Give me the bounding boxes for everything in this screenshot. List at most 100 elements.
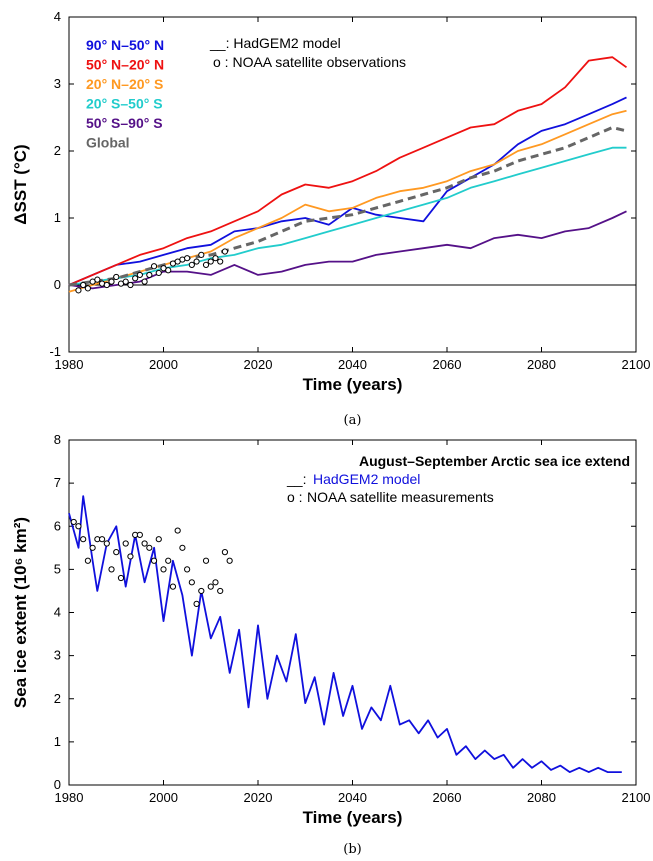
observation-point — [212, 579, 219, 586]
legend-entry-3: 20° S–50° S — [86, 96, 163, 112]
x-tick-label: 2060 — [433, 790, 462, 805]
observation-point — [155, 536, 162, 543]
observation-point — [80, 281, 87, 289]
panel-b-y-ticks: 0 1 2 3 4 5 6 7 8 — [54, 432, 636, 792]
panel-b-y-axis-label: Sea ice extent (10⁶ km²) — [11, 517, 30, 708]
panel-a-x-axis-label: Time (years) — [303, 375, 403, 394]
observation-point — [217, 258, 224, 265]
observation-point — [127, 281, 134, 289]
legend-entry-0: 90° N–50° N — [86, 37, 164, 53]
x-tick-label: 1980 — [55, 790, 84, 805]
panel-a-chart: 1980 2000 2020 2040 2060 2080 2100 -1 0 1 2 3 4 90°… — [11, 9, 650, 428]
observation-point — [146, 271, 153, 279]
observation-point — [202, 557, 210, 564]
observation-point — [84, 285, 92, 292]
y-tick-label: 8 — [54, 432, 61, 447]
panel-a-legend: 90° N–50° N 50° N–20° N 20° N–20° S 20° S–5… — [86, 35, 406, 151]
panel-b-chart: 1980 2000 2020 2040 2060 2080 2100 0 1 2 3 4 5 6 7 8 _… — [11, 432, 650, 857]
observation-point — [165, 557, 172, 564]
panel-b-observations — [70, 518, 233, 607]
y-tick-label: 2 — [54, 143, 61, 158]
panel-b-series — [68, 495, 622, 773]
y-tick-label: 3 — [54, 76, 61, 91]
x-tick-label: 2100 — [622, 790, 651, 805]
y-tick-label: 1 — [54, 734, 61, 749]
series-line-0 — [68, 495, 622, 773]
observation-point — [122, 278, 129, 285]
y-tick-label: 0 — [54, 277, 61, 292]
legend-entry-2: 20° N–20° S — [86, 76, 163, 92]
series-line-1 — [68, 56, 628, 286]
observation-point — [103, 540, 110, 547]
observation-point — [179, 544, 186, 551]
observation-point — [165, 267, 172, 274]
observation-point — [174, 527, 181, 534]
observation-point — [122, 540, 129, 547]
y-tick-label: -1 — [49, 344, 61, 359]
observation-point — [198, 587, 205, 595]
x-tick-label: 2000 — [149, 790, 178, 805]
panel-b-caption: (b) — [343, 842, 361, 857]
observation-point — [136, 531, 143, 538]
observation-point — [89, 544, 96, 551]
observation-point — [113, 549, 120, 556]
x-tick-label: 2020 — [244, 790, 273, 805]
x-tick-label: 2100 — [622, 357, 651, 372]
legend-model: __: HadGEM2 model — [209, 35, 341, 51]
observation-point — [136, 271, 143, 279]
observation-point — [184, 566, 191, 573]
observation-point — [160, 566, 167, 573]
observation-point — [84, 557, 92, 564]
legend-observations: o : NOAA satellite observations — [213, 54, 406, 70]
observation-point — [108, 278, 115, 285]
panel-a-series — [68, 56, 628, 293]
panel-a-x-ticks: 1980 2000 2020 2040 2060 2080 2100 — [55, 17, 651, 372]
observation-point — [70, 518, 77, 526]
observation-point — [212, 255, 219, 262]
observation-point — [221, 248, 229, 255]
x-tick-label: 2080 — [527, 357, 556, 372]
observation-point — [226, 557, 233, 564]
series-line-4 — [68, 210, 627, 290]
panel-b-title: August–September Arctic sea ice extend — [359, 453, 630, 469]
observation-point — [150, 263, 158, 270]
observation-point — [188, 261, 195, 268]
observation-point — [217, 587, 224, 595]
observation-point — [98, 536, 106, 543]
observation-point — [202, 261, 210, 268]
panel-b-x-axis-label: Time (years) — [303, 808, 403, 827]
observation-point — [169, 583, 177, 590]
x-tick-label: 2080 — [527, 790, 556, 805]
observation-point — [75, 523, 82, 530]
observation-point — [207, 258, 214, 265]
observation-point — [184, 255, 191, 262]
observation-point — [113, 273, 120, 281]
observation-point — [108, 566, 115, 573]
series-line-5 — [68, 126, 627, 287]
x-tick-label: 1980 — [55, 357, 84, 372]
panel-a-y-axis-label: ΔSST (°C) — [11, 144, 30, 224]
observation-point — [141, 540, 148, 547]
x-tick-label: 2000 — [149, 357, 178, 372]
observation-point — [150, 557, 158, 564]
legend-model: HadGEM2 model — [313, 471, 420, 487]
y-tick-label: 2 — [54, 691, 61, 706]
legend-entry-1: 50° N–20° N — [86, 57, 164, 73]
observation-point — [103, 281, 110, 289]
observation-point — [141, 278, 148, 285]
legend-observations-label: NOAA satellite measurements — [307, 489, 494, 505]
observation-point — [193, 258, 200, 265]
y-tick-label: 4 — [54, 9, 61, 24]
observation-point — [155, 269, 162, 277]
panel-b-x-ticks: 1980 2000 2020 2040 2060 2080 2100 — [55, 440, 651, 805]
observation-point — [94, 276, 101, 283]
observation-point — [188, 579, 195, 586]
panel-a-caption: (a) — [344, 413, 362, 428]
panel-a-y-ticks: -1 0 1 2 3 4 — [49, 9, 636, 359]
legend-observations: o : — [287, 489, 303, 505]
observation-point — [193, 600, 200, 607]
observation-point — [207, 583, 214, 590]
observation-point — [198, 251, 205, 258]
panel-b-legend: __: HadGEM2 model o : NOAA satellite meas… — [286, 471, 494, 505]
